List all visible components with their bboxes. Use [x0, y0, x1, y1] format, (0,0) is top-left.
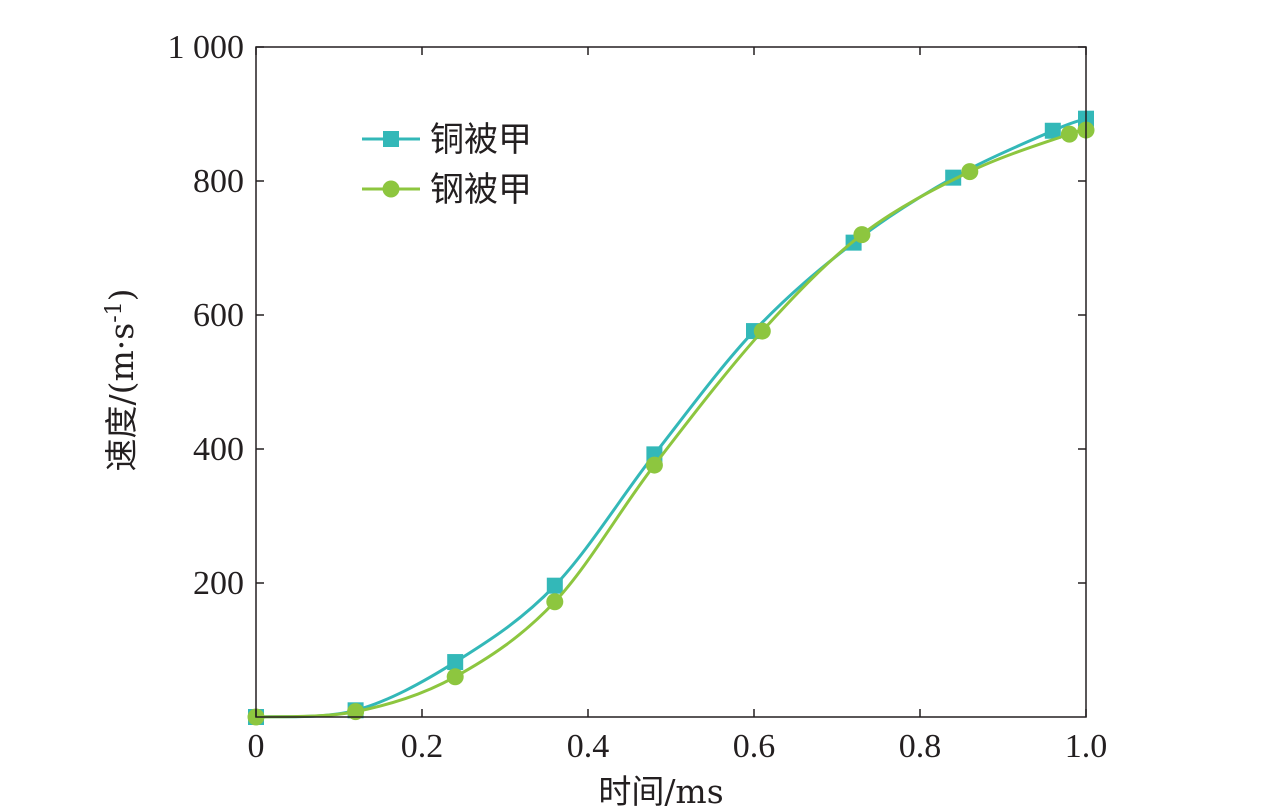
y-tick-label: 200 — [193, 565, 244, 602]
y-tick-label: 1 000 — [168, 29, 245, 66]
data-point-series-2 — [645, 456, 663, 474]
y-axis-title-main: 速度/(m·s — [102, 323, 141, 472]
data-point-series-2 — [853, 226, 871, 244]
data-point-series-2 — [446, 668, 464, 686]
series-line-2 — [255, 128, 1087, 719]
x-tick-label: 1.0 — [1065, 728, 1108, 765]
x-tick-label: 0 — [248, 728, 265, 765]
axes: 0 0.2 0.4 0.6 0.8 1.0 200 400 600 800 1 000 — [168, 29, 1108, 765]
data-point-series-2 — [961, 163, 979, 181]
series-line-1 — [255, 117, 1087, 719]
legend-marker-1 — [383, 131, 399, 147]
x-axis-title: 时间/ms — [598, 772, 723, 811]
x-tick-label: 0.8 — [899, 728, 942, 765]
x-tick-label: 0.6 — [733, 728, 776, 765]
data-point-series-2 — [546, 593, 564, 611]
plot-frame — [255, 46, 1087, 718]
x-tick-label: 0.4 — [567, 728, 610, 765]
data-point-series-2 — [753, 322, 771, 340]
data-point-series-1 — [546, 577, 563, 594]
y-axis-title-close: ) — [102, 288, 141, 301]
y-axis-title: 速度/(m·s-1) — [102, 288, 141, 471]
data-point-series-1 — [447, 654, 464, 671]
y-tick-label: 800 — [193, 163, 244, 200]
y-axis-title-superscript: -1 — [102, 301, 127, 322]
x-tick-label: 0.2 — [401, 728, 444, 765]
data-point-series-2 — [1060, 125, 1078, 143]
legend-label-2: 钢被甲 — [430, 170, 532, 210]
y-tick-label: 600 — [193, 297, 244, 334]
plot-area — [247, 110, 1095, 726]
data-point-series-1 — [1044, 122, 1061, 139]
legend-label-1: 铜被甲 — [430, 120, 532, 160]
y-tick-label: 400 — [193, 431, 244, 468]
legend-marker-2 — [382, 180, 400, 198]
data-point-series-2 — [347, 703, 365, 721]
